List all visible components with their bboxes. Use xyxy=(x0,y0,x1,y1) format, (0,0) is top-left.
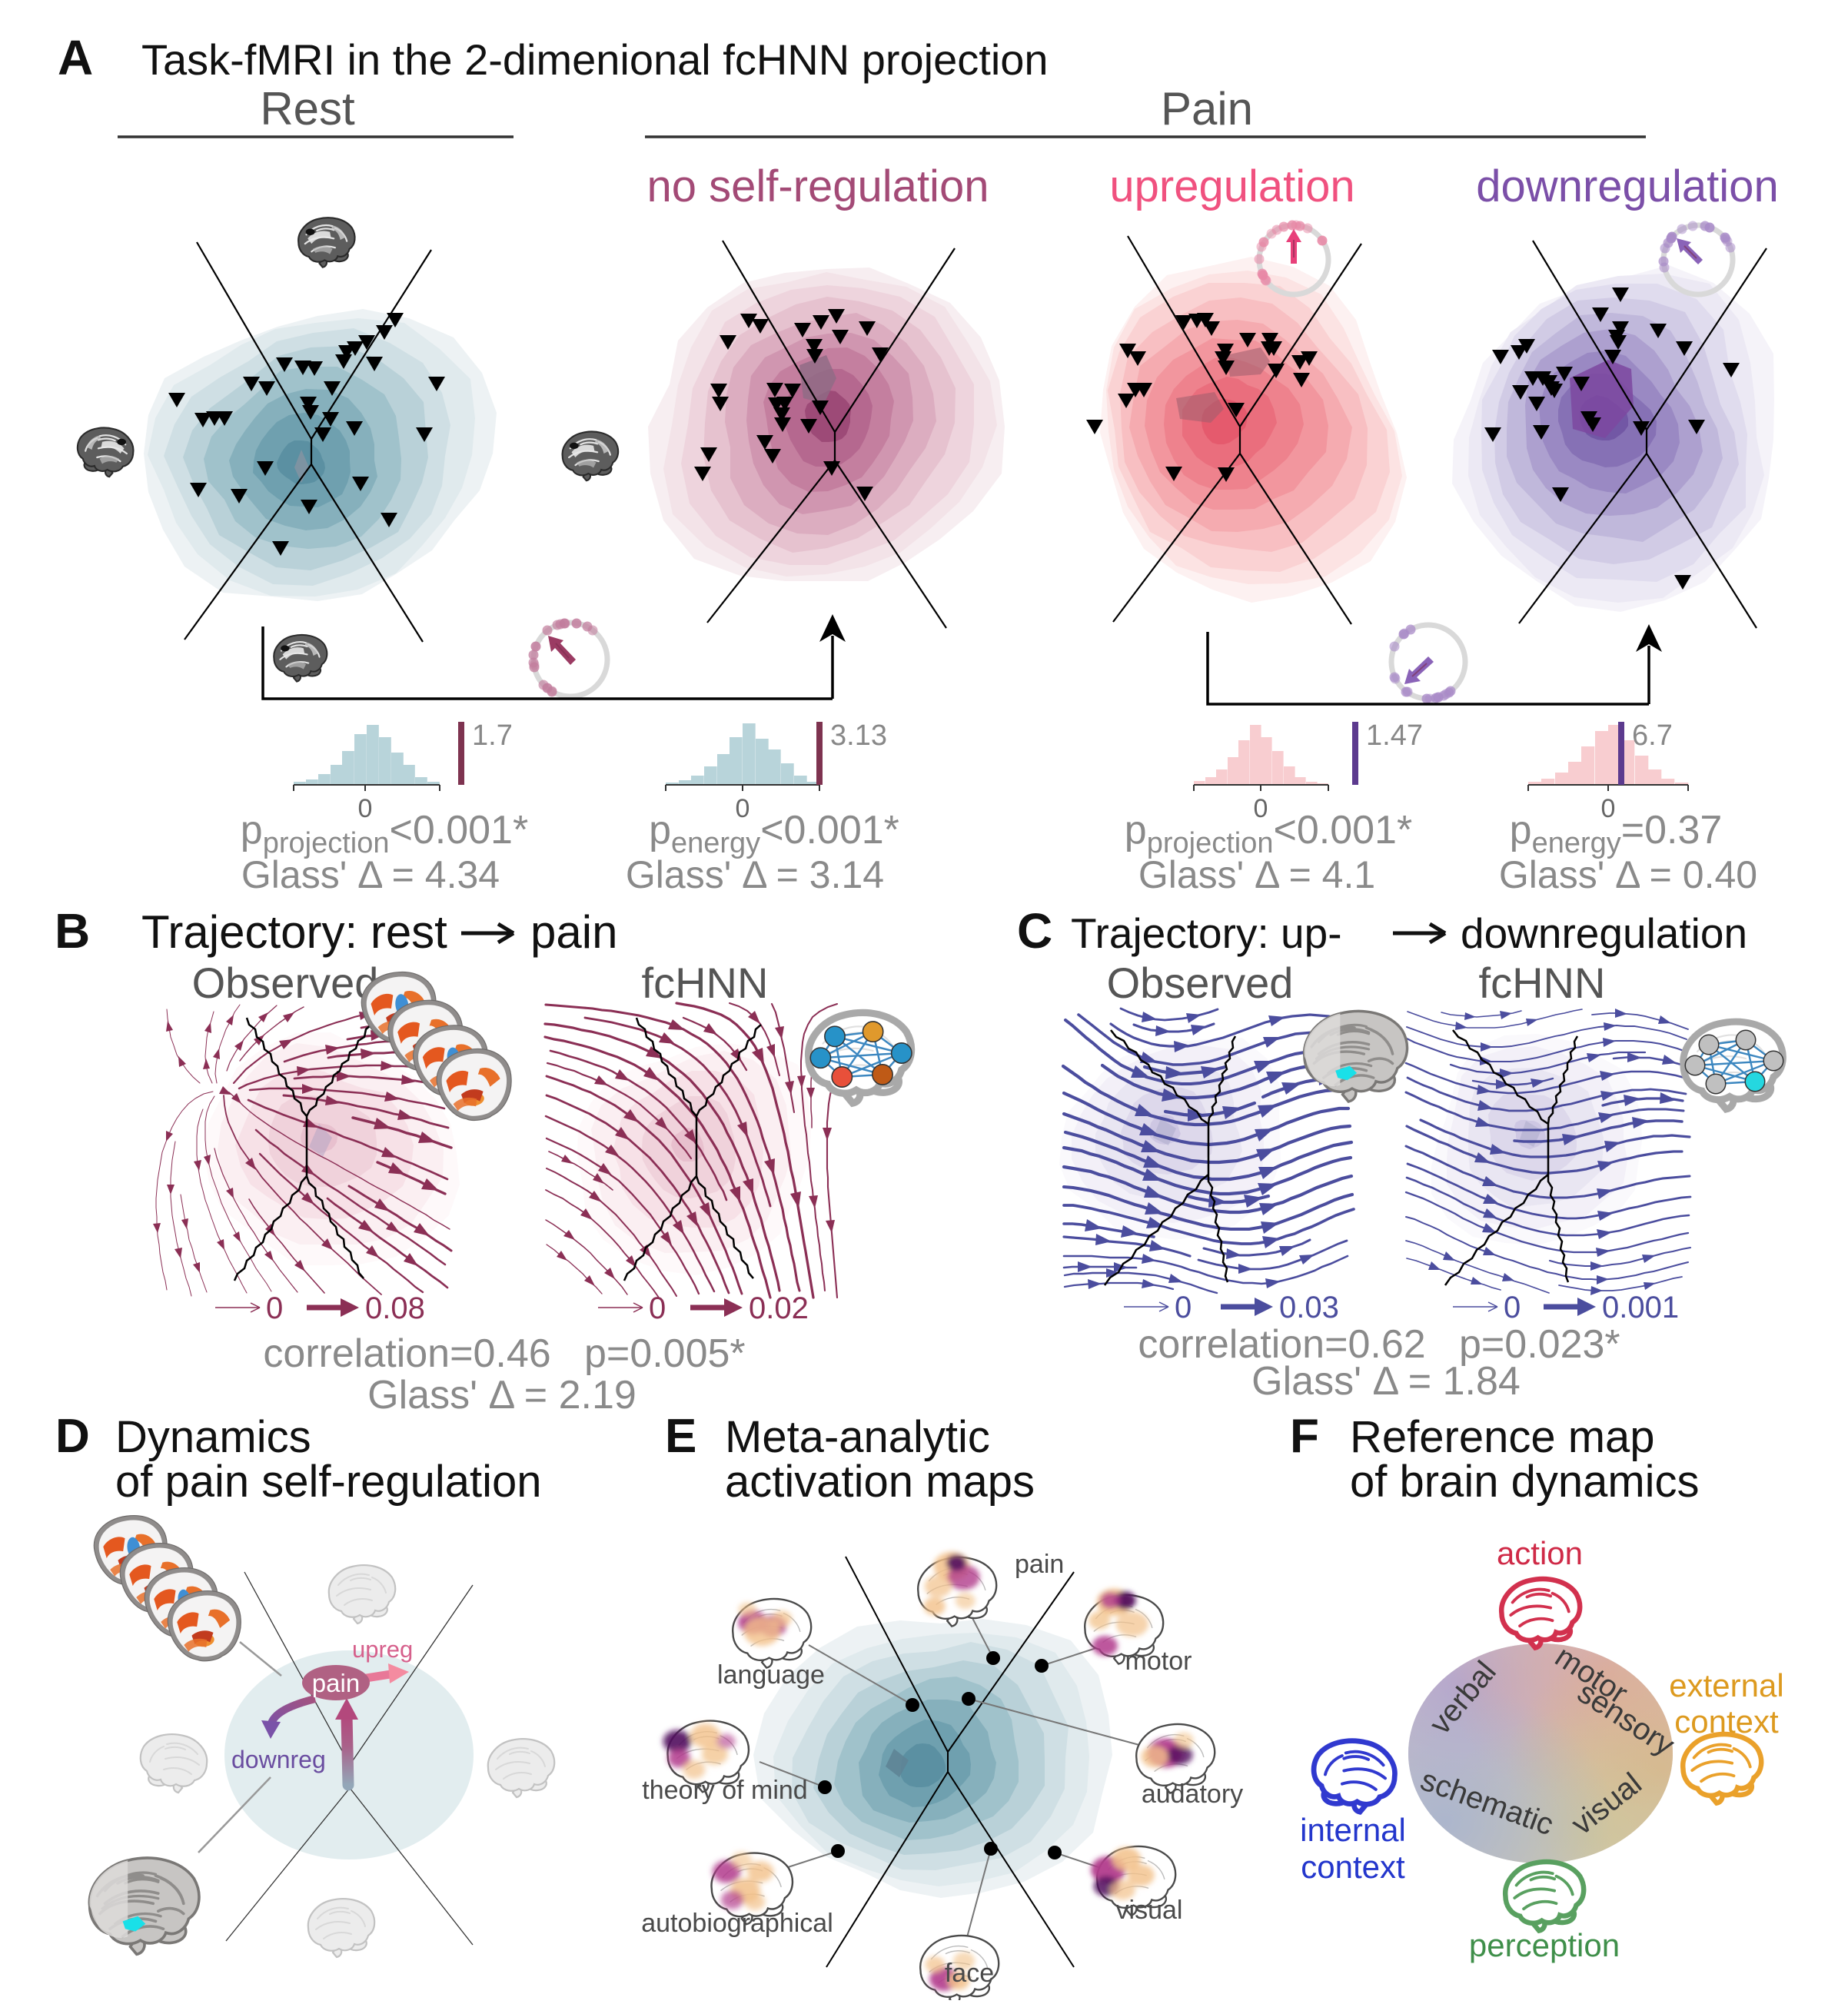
svg-text:downregulation: downregulation xyxy=(1476,161,1778,211)
svg-text:Glass' Δ = 2.19: Glass' Δ = 2.19 xyxy=(367,1373,636,1417)
svg-text:0.001: 0.001 xyxy=(1602,1291,1679,1324)
svg-text:Meta-analytic: Meta-analytic xyxy=(725,1412,990,1462)
svg-text:Trajectory: rest: Trajectory: rest xyxy=(141,906,447,958)
svg-text:autobiographical: autobiographical xyxy=(641,1909,833,1938)
svg-text:internal: internal xyxy=(1300,1812,1406,1848)
svg-text:Trajectory: up-: Trajectory: up- xyxy=(1071,909,1342,957)
svg-text:0.08: 0.08 xyxy=(365,1291,425,1325)
svg-text:fcHNN: fcHNN xyxy=(1479,959,1606,1007)
svg-text:3.13: 3.13 xyxy=(830,720,887,752)
svg-text:of pain self-regulation: of pain self-regulation xyxy=(115,1457,542,1507)
svg-text:Observed: Observed xyxy=(1107,959,1294,1007)
svg-text:action: action xyxy=(1497,1535,1583,1571)
svg-text:1.47: 1.47 xyxy=(1366,720,1423,752)
svg-text:0: 0 xyxy=(649,1291,666,1325)
svg-text:downregulation: downregulation xyxy=(1461,909,1747,957)
svg-text:D: D xyxy=(55,1410,90,1463)
svg-text:0: 0 xyxy=(266,1291,283,1325)
svg-text:0: 0 xyxy=(1601,794,1616,823)
svg-text:face: face xyxy=(945,1959,994,1988)
svg-text:Glass' Δ = 1.84: Glass' Δ = 1.84 xyxy=(1251,1359,1521,1404)
svg-text:Observed: Observed xyxy=(192,959,379,1007)
svg-text:E: E xyxy=(665,1410,696,1463)
svg-text:0.03: 0.03 xyxy=(1279,1291,1339,1324)
svg-text:pain: pain xyxy=(530,906,617,958)
svg-text:Glass' Δ = 4.34: Glass' Δ = 4.34 xyxy=(241,853,500,896)
svg-text:Glass' Δ = 0.40: Glass' Δ = 0.40 xyxy=(1499,853,1757,896)
svg-text:pain: pain xyxy=(312,1669,360,1697)
svg-text:A: A xyxy=(58,30,93,85)
svg-text:no self-regulation: no self-regulation xyxy=(647,161,989,211)
svg-text:1.7: 1.7 xyxy=(472,720,513,752)
svg-text:motor: motor xyxy=(1125,1647,1192,1676)
svg-text:penergy<0.001*: penergy<0.001* xyxy=(649,808,899,859)
svg-text:0: 0 xyxy=(358,794,373,823)
svg-text:language: language xyxy=(717,1660,825,1690)
svg-text:activation maps: activation maps xyxy=(725,1457,1035,1507)
svg-text:upreg: upreg xyxy=(352,1636,413,1663)
svg-text:Glass' Δ = 4.1: Glass' Δ = 4.1 xyxy=(1138,853,1375,896)
svg-text:0: 0 xyxy=(1254,794,1268,823)
svg-text:Rest: Rest xyxy=(260,83,355,135)
svg-text:upregulation: upregulation xyxy=(1109,161,1354,211)
svg-text:0: 0 xyxy=(1504,1291,1521,1324)
svg-text:of brain dynamics: of brain dynamics xyxy=(1350,1457,1700,1507)
svg-text:correlation=0.62 p=0.023*: correlation=0.62 p=0.023* xyxy=(1138,1322,1620,1367)
svg-text:visual: visual xyxy=(1116,1896,1183,1925)
svg-text:downreg: downreg xyxy=(231,1746,326,1773)
svg-text:Dynamics: Dynamics xyxy=(115,1412,311,1462)
svg-text:theory of mind: theory of mind xyxy=(642,1776,807,1805)
svg-text:perception: perception xyxy=(1469,1927,1620,1963)
svg-text:B: B xyxy=(55,903,90,959)
svg-text:fcHNN: fcHNN xyxy=(642,959,769,1007)
svg-text:pain: pain xyxy=(1015,1550,1064,1579)
svg-text:F: F xyxy=(1290,1410,1319,1463)
svg-text:C: C xyxy=(1017,903,1052,959)
svg-text:0: 0 xyxy=(1175,1291,1192,1324)
svg-text:6.7: 6.7 xyxy=(1632,720,1673,752)
svg-text:audatory: audatory xyxy=(1142,1780,1243,1809)
svg-text:0: 0 xyxy=(736,794,750,823)
svg-text:Reference map: Reference map xyxy=(1350,1412,1655,1462)
svg-text:Pain: Pain xyxy=(1161,83,1253,135)
svg-text:external: external xyxy=(1669,1667,1783,1703)
svg-text:0.02: 0.02 xyxy=(749,1291,809,1325)
svg-text:Task-fMRI in the 2-dimenional: Task-fMRI in the 2-dimenional fcHNN proj… xyxy=(141,35,1049,84)
svg-text:context: context xyxy=(1301,1849,1405,1885)
svg-text:Glass' Δ = 3.14: Glass' Δ = 3.14 xyxy=(626,853,884,896)
svg-text:penergy=0.37: penergy=0.37 xyxy=(1510,808,1723,859)
svg-text:correlation=0.46 p=0.005*: correlation=0.46 p=0.005* xyxy=(263,1331,745,1376)
